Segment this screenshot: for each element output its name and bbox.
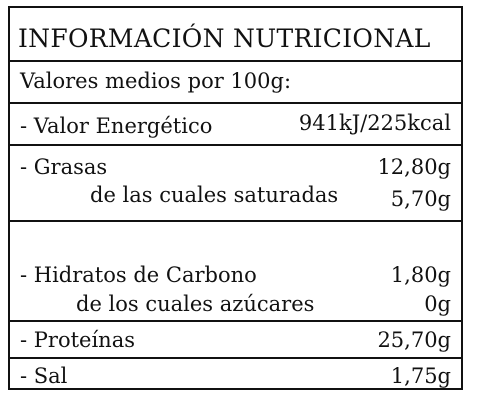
protein-label: - Proteínas [20, 328, 135, 352]
carbs-value: 1,80g [390, 263, 451, 287]
energy-label: - Valor Energético [20, 114, 213, 138]
salt-label: - Sal [20, 364, 68, 388]
nutrition-title: INFORMACIÓN NUTRICIONAL [18, 24, 431, 53]
energy-value: 941kJ/225kcal [298, 111, 451, 135]
sugars-label: de los cuales azúcares [76, 292, 315, 316]
protein-value: 25,70g [377, 328, 451, 352]
saturates-label: de las cuales saturadas [90, 183, 339, 207]
fat-value: 12,80g [377, 155, 451, 179]
sugars-value: 0g [424, 292, 451, 316]
basis-label: Valores medios por 100g: [20, 69, 292, 93]
divider-energy [10, 144, 461, 146]
divider-fat [10, 220, 461, 222]
divider-protein [10, 357, 461, 359]
divider-carbs [10, 320, 461, 322]
divider-title [10, 60, 461, 62]
salt-value: 1,75g [390, 364, 451, 388]
carbs-label: - Hidratos de Carbono [20, 263, 257, 287]
saturates-value: 5,70g [390, 187, 451, 211]
divider-basis [10, 102, 461, 104]
fat-label: - Grasas [20, 155, 108, 179]
nutrition-facts-table: INFORMACIÓN NUTRICIONAL Valores medios p… [8, 6, 463, 390]
